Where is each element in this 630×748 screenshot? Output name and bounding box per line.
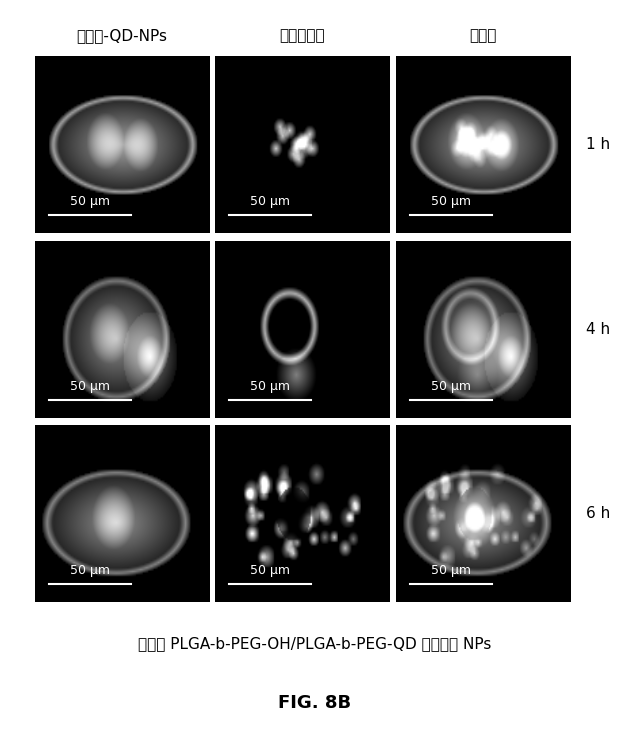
Text: 50 μm: 50 μm	[69, 564, 110, 577]
Text: FIG. 8B: FIG. 8B	[278, 694, 352, 712]
Text: 50 μm: 50 μm	[431, 564, 471, 577]
Text: 50 μm: 50 μm	[250, 380, 290, 393]
Text: リソソーム: リソソーム	[280, 28, 325, 43]
Text: 1 h: 1 h	[586, 137, 610, 152]
Text: 50 μm: 50 μm	[250, 195, 290, 208]
Text: 非標的 PLGA-b-PEG-OH/PLGA-b-PEG-QD ブレンド NPs: 非標的 PLGA-b-PEG-OH/PLGA-b-PEG-QD ブレンド NPs	[139, 636, 491, 651]
Text: マージ: マージ	[469, 28, 496, 43]
Text: 4 h: 4 h	[586, 322, 610, 337]
Text: 6 h: 6 h	[586, 506, 610, 521]
Text: 非標的-QD-NPs: 非標的-QD-NPs	[76, 28, 168, 43]
Text: 50 μm: 50 μm	[431, 195, 471, 208]
Text: 50 μm: 50 μm	[69, 380, 110, 393]
Text: 50 μm: 50 μm	[431, 380, 471, 393]
Text: 50 μm: 50 μm	[69, 195, 110, 208]
Text: 50 μm: 50 μm	[250, 564, 290, 577]
